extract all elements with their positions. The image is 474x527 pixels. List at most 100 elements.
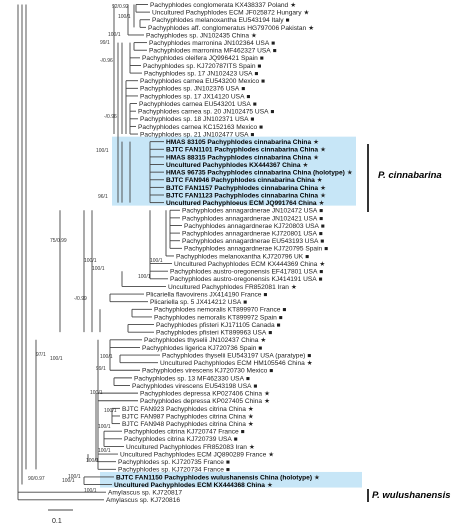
star-marker-icon: ★ [248,406,254,413]
taxon-label: BJTC FAN1157 Pachyphlodes cinnabarina Ch… [166,185,318,192]
star-marker-icon: ★ [290,2,296,9]
star-marker-icon: ★ [347,170,353,177]
square-marker-icon: ■ [319,208,323,215]
square-marker-icon: ■ [307,352,311,359]
taxon-label: Pachyphlodes annagardnerae EU543193 USA [182,238,319,245]
taxon-label: Pachyphlodes carnea KC152163 Mexico [138,124,257,131]
star-marker-icon: ★ [249,444,255,451]
taxon-label: Pachyphlodes conglomerata KX438337 Polan… [150,2,289,9]
taxon-label: Pachyphlodes citrina KJ720739 USA [124,436,232,443]
square-marker-icon: ■ [319,215,323,222]
square-marker-icon: ■ [241,429,245,436]
star-marker-icon: ★ [317,177,323,184]
star-marker-icon: ★ [264,391,270,398]
support-value: 100/1 [98,448,111,454]
wulushanensis-highlight-box [100,471,362,488]
square-marker-icon: ■ [260,55,264,62]
taxon-label: Uncultured Pachyphlodes FR852083 Iran [126,444,247,451]
taxon-label: Pachyphlodes sp. 18 JN102371 USA [140,116,249,123]
taxon-label: BJTC FAN923 Pachyphlodes citrina China [122,406,246,413]
square-marker-icon: ■ [251,131,255,138]
support-value: 75/0.99 [50,238,67,244]
taxon-label: Pachyphlodes sp. 17 JX14120 USA [140,93,245,100]
wulushanensis-clade-label: P. wulushanensis [372,490,451,501]
support-value: -/0.99 [74,296,87,302]
star-marker-icon: ★ [267,482,273,489]
star-marker-icon: ★ [302,162,308,169]
taxon-label: Pachyphlodes oleifera JQ996421 Spain [142,55,258,62]
star-marker-icon: ★ [319,200,325,207]
taxon-label: Uncultured Pachyphlodes FR852081 Iran [168,284,289,291]
square-marker-icon: ■ [243,299,247,306]
support-value: 100/1 [138,274,151,280]
taxon-label: Amylascus sp. KJ720816 [106,497,180,504]
square-marker-icon: ■ [255,70,259,77]
square-marker-icon: ■ [258,345,262,352]
taxon-label: Plicariella flavovirens JX414190 France [146,291,262,298]
support-value: -/0.96 [104,114,117,120]
taxon-label: Pachyphlodes annagardnerae JN102421 USA [182,215,318,222]
taxon-label: Uncultured Pachyphlodes ECM JF025872 Hun… [152,10,302,17]
square-marker-icon: ■ [320,238,324,245]
taxon-label: Uncultured Pachyphloeus ECM JQ991764 Chi… [166,200,317,207]
square-marker-icon: ■ [305,253,309,260]
taxon-label: BJTC FAN946 Pachyphlodes cinnabarina Chi… [166,177,315,184]
square-marker-icon: ■ [286,17,290,24]
taxon-label: BJTC FAN1101 Pachyphlodes cinnabarina Ch… [166,147,318,154]
support-value: 100/1 [62,478,75,484]
star-marker-icon: ★ [320,185,326,192]
square-marker-icon: ■ [241,86,245,93]
taxon-label: Pachyphlodes pfisteri KJ171105 Canada [156,322,275,329]
star-marker-icon: ★ [304,10,310,17]
star-marker-icon: ★ [313,154,319,161]
support-value: 100/1 [90,390,103,396]
star-marker-icon: ★ [248,421,254,428]
taxon-label: Pachyphlodes melanoxantha KJ720796 UK [176,253,304,260]
taxon-label: HMAS 96735 Pachyphlodes cinnabarina Chin… [166,170,345,177]
square-marker-icon: ■ [268,330,272,337]
taxon-label: Pachyphlodes marronina MF462327 USA [149,48,271,55]
taxon-label: Pachyphlodes aff. conglomeratus HG797006… [148,25,307,32]
taxon-label: Uncultured Pachyphlodes ECM JQ890289 Fra… [120,451,267,458]
taxon-label: BJTC FAN1123 Pachyphlodes cinnabarina Ch… [166,192,318,199]
taxon-label: Pachyphlodes nemoralis KT899970 France [154,307,281,314]
taxon-label: HMAS 83105 Pachyphlodes cinnabarina Chin… [166,139,311,146]
taxon-label: Pachyphlodes carnea EU543201 USA [139,101,251,108]
taxon-label: BJTC FAN948 Pachyphlodes citrina China [122,421,246,428]
support-value-layer: 92/0.92100/1100/199/1-/0.96-/0.96100/196… [28,4,163,494]
taxon-label: Pachyphlodes sp. KJ720735 France [118,459,224,466]
support-value: 100/1 [104,408,117,414]
taxon-label: Uncultured Pachyphlodes KX444367 China [166,162,301,169]
taxon-label: Pachyphlodes carnea EU543200 Mexico [140,78,259,85]
support-value: 100/1 [108,32,121,38]
star-marker-icon: ★ [264,398,270,405]
support-value: 97/1 [36,352,46,358]
cinnabarina-clade-label: P. cinnabarina [378,170,442,181]
square-marker-icon: ■ [273,48,277,55]
square-marker-icon: ■ [271,109,275,116]
square-marker-icon: ■ [246,375,250,382]
star-marker-icon: ★ [308,25,314,32]
support-value: 100/1 [98,424,111,430]
star-marker-icon: ★ [314,474,320,481]
taxon-label: Pachyphlodes depressa KP027406 China [140,391,262,398]
taxon-label: Pachyphlodes annagardnerae KJ720801 USA [182,231,318,238]
square-marker-icon: ■ [319,269,323,276]
square-marker-icon: ■ [261,78,265,85]
support-value: 100/1 [86,458,99,464]
taxon-label: BJTC FAN1150 Pachyphlodes wulushanensis … [116,474,312,481]
square-marker-icon: ■ [263,291,267,298]
square-marker-icon: ■ [321,223,325,230]
cinnabarina-highlight-box [112,136,356,206]
square-marker-icon: ■ [259,124,263,131]
star-marker-icon: ★ [260,337,266,344]
square-marker-icon: ■ [251,116,255,123]
square-marker-icon: ■ [319,231,323,238]
taxon-label: Pachyphlodes sp. 17 JN102423 USA [144,70,253,77]
star-marker-icon: ★ [307,360,313,367]
taxon-label: Pachyphlodes marronina JN102364 USA [149,40,270,47]
taxon-label: Pachyphlodes depressa KP027405 China [140,398,262,405]
taxon-label: Uncultured Pachyphlodes ECM KX444368 Chi… [114,482,265,489]
square-marker-icon: ■ [319,276,323,283]
scale-bar: 0.1 [48,509,73,525]
